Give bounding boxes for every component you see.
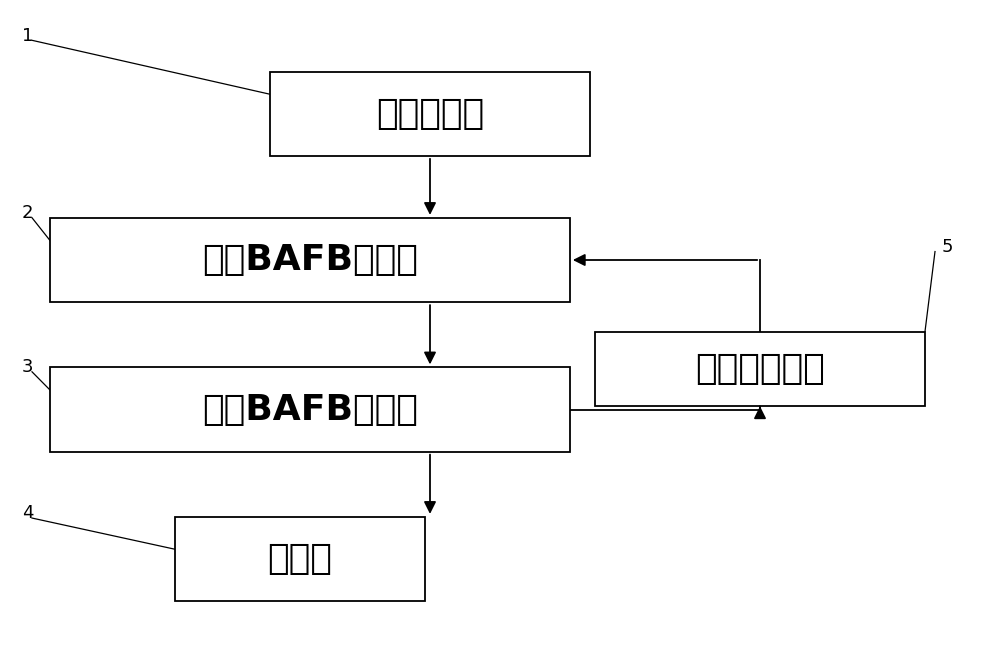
Text: 1: 1	[22, 27, 33, 45]
Text: 沉淀池: 沉淀池	[268, 542, 332, 576]
Bar	[270, 72, 590, 156]
Text: 好氧BAFB反应器: 好氧BAFB反应器	[202, 393, 418, 426]
Text: 兼氧BAFB反应器: 兼氧BAFB反应器	[202, 243, 418, 277]
Bar	[175, 517, 425, 601]
Text: 5: 5	[942, 238, 954, 256]
Bar	[595, 332, 925, 406]
Bar	[50, 218, 570, 302]
Text: 硝化液回流管: 硝化液回流管	[695, 352, 825, 386]
Text: 2: 2	[22, 204, 34, 222]
Bar	[50, 367, 570, 452]
Text: 中间调节池: 中间调节池	[376, 97, 484, 131]
Text: 3: 3	[22, 358, 34, 376]
Text: 4: 4	[22, 504, 34, 523]
